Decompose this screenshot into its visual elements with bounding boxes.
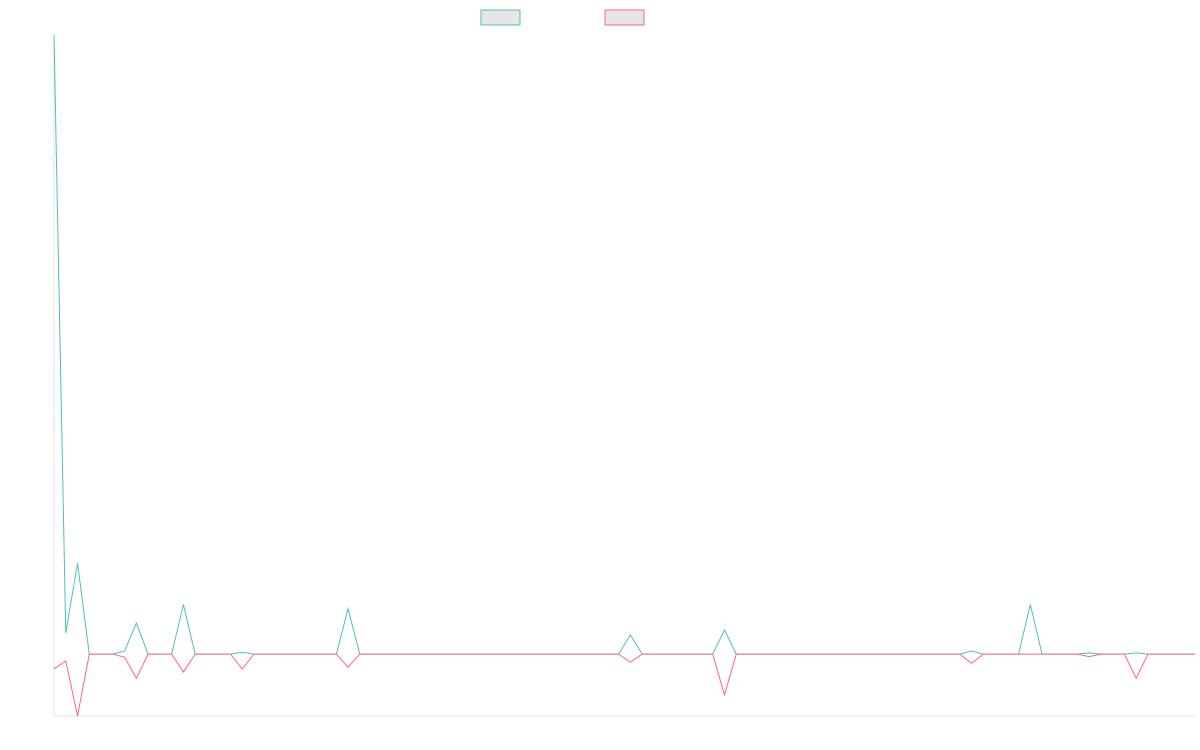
line-series	[53, 34, 1195, 655]
legend-swatch	[480, 9, 521, 26]
line-series	[53, 653, 1195, 717]
legend-swatch	[604, 9, 645, 26]
